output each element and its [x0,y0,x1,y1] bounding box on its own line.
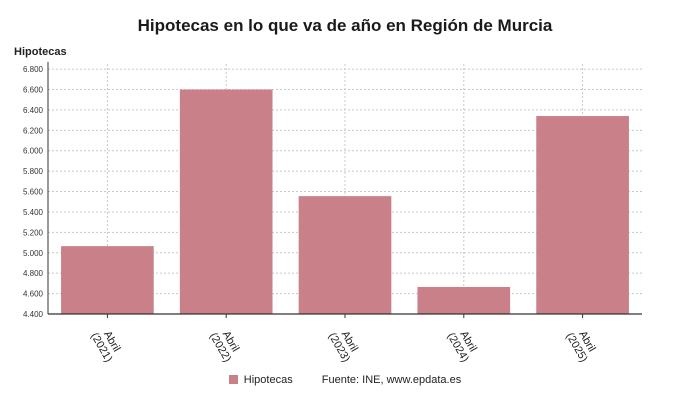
y-tick-label: 5.400 [23,208,44,217]
x-tick-label: Abril(2021) [88,329,122,364]
x-tick-label: Abril(2024) [445,329,479,364]
legend: Hipotecas Fuente: INE, www.epdata.es [0,374,690,386]
source-text: Fuente: INE, www.epdata.es [321,374,462,386]
x-tick-label: Abril(2025) [563,329,597,364]
y-tick-label: 4.600 [23,290,44,299]
y-tick-label: 6.000 [23,147,44,156]
x-tick-label: Abril(2023) [326,329,360,364]
y-tick-label: 6.800 [23,65,44,74]
legend-swatch [228,375,238,384]
y-tick-label: 6.200 [23,126,44,135]
y-tick-label: 5.600 [23,188,44,197]
y-tick-label: 6.400 [23,106,44,115]
bar [298,196,392,314]
y-tick-label: 4.400 [23,310,44,319]
y-tick-label: 5.800 [23,167,44,176]
bar [417,286,511,314]
y-tick-label: 5.200 [23,228,44,237]
chart-title: Hipotecas en lo que va de año en Región … [137,16,553,35]
bar [536,116,629,314]
legend-item-hipotecas: Hipotecas [228,374,296,386]
y-axis-label: Hipotecas [14,46,67,58]
y-tick-label: 4.800 [23,269,44,278]
y-tick-label: 5.000 [23,249,44,258]
bar [179,89,273,315]
legend-label: Hipotecas [243,374,293,386]
x-tick-label: Abril(2022) [207,329,241,364]
bar [61,246,154,314]
y-tick-label: 6.600 [23,86,44,95]
